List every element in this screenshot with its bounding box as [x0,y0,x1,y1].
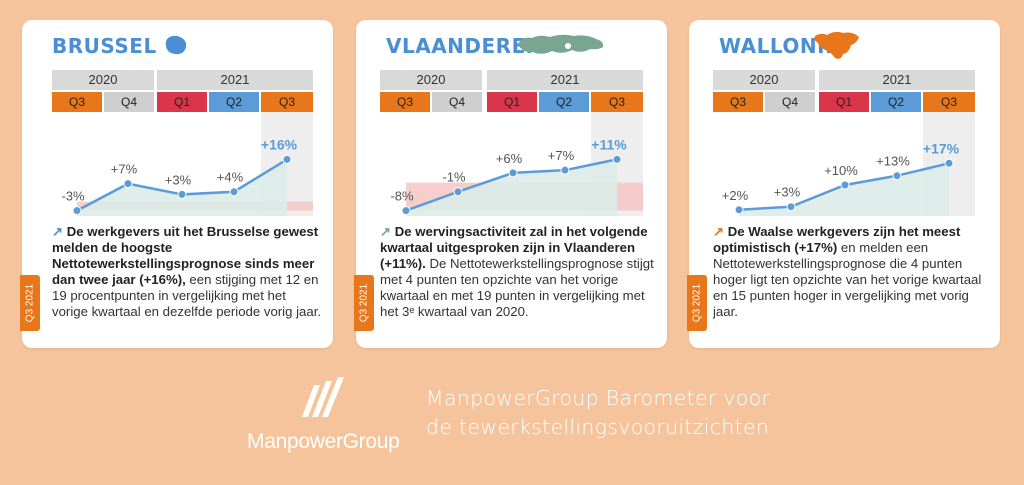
data-label: -8% [390,189,414,204]
data-point [282,154,292,164]
data-point [840,180,850,190]
data-label: +2% [722,188,749,203]
data-point [944,158,954,168]
data-label: +4% [217,170,244,185]
quarter-q1-2021: Q1 [487,92,537,112]
period-tag-label: Q3 2021 [358,283,370,323]
trend-up-icon: ↗ [713,224,725,239]
card-brussel: BRUSSEL 2020 2021 Q3 Q4 Q1 Q2 Q3 -3% +7% +… [20,20,333,348]
period-tag-label: Q3 2021 [24,283,36,323]
line-chart: +2% +3% +10% +13% +17% [722,112,975,216]
quarter-q4-2020: Q4 [765,92,815,112]
year-2021: 2021 [487,70,643,90]
year-2021: 2021 [819,70,975,90]
wallonia-map-icon [814,31,859,59]
quarter-q2-2021: Q2 [539,92,589,112]
description-bold: De Waalse werkgevers zijn het meest opti… [713,224,961,255]
trend-up-icon: ↗ [380,224,392,239]
description-bold: De wervingsactiviteit zal in het volgend… [380,224,648,271]
quarter-q2-2021: Q2 [871,92,921,112]
flanders-map-icon [518,34,604,54]
year-2020: 2020 [713,70,815,90]
data-point [123,179,133,189]
quarter-q4-2020: Q4 [432,92,482,112]
card-vlaanderen: VLAANDEREN 2020 2021 Q3 Q4 Q1 Q2 Q3 -8% -… [354,20,667,348]
quarter-q3-2020: Q3 [52,92,102,112]
year-2021: 2021 [157,70,313,90]
data-label: -3% [61,189,85,204]
tagline-line2: de tewerkstellingsvooruitzichten [426,415,770,439]
data-label: -1% [442,170,466,185]
description: ↗ De wervingsactiviteit zal in het volge… [380,224,655,320]
data-label: +11% [591,136,627,152]
data-label: +17% [923,140,960,156]
period-tag: Q3 2021 [354,275,374,331]
brand-tagline: ManpowerGroup Barometer voor de tewerkst… [426,384,770,442]
year-2020: 2020 [380,70,482,90]
region-title: BRUSSEL [52,34,157,58]
quarter-q3-2021: Q3 [591,92,643,112]
data-point [734,205,744,215]
data-point [72,206,82,216]
quarter-q3-2020: Q3 [713,92,763,112]
data-label: +6% [496,151,523,166]
brand-name: ManpowerGroup [247,430,400,453]
quarter-q3-2021: Q3 [261,92,313,112]
data-point [612,154,622,164]
card-wallonie: WALLONIË 2020 2021 Q3 Q4 Q1 Q2 Q3 +2% +3%… [687,20,1000,348]
description: ↗ De Waalse werkgevers zijn het meest op… [713,224,985,320]
data-point [229,187,239,197]
data-label: +7% [111,162,138,177]
line-chart: -3% +7% +3% +4% +16% [61,112,313,216]
quarter-q2-2021: Q2 [209,92,259,112]
quarter-q4-2020: Q4 [104,92,154,112]
data-point [892,171,902,181]
year-2020: 2020 [52,70,154,90]
tagline-line1: ManpowerGroup Barometer voor [426,386,771,410]
data-point [508,168,518,178]
data-label: +7% [548,148,575,163]
data-label: +10% [824,163,858,178]
data-point [453,187,463,197]
data-point [401,206,411,216]
trend-up-icon: ↗ [52,224,64,239]
manpowergroup-logo-icon [302,377,344,417]
quarter-q3-2021: Q3 [923,92,975,112]
quarter-q1-2021: Q1 [819,92,869,112]
description-text: en melden een Nettotewerkstellingsprogno… [713,240,982,319]
data-point [177,189,187,199]
region-title: VLAANDEREN [386,34,543,58]
period-tag: Q3 2021 [20,275,40,331]
description-text: een stijging met 12 en 19 procentpunten … [52,272,322,319]
brussels-map-icon [165,35,187,55]
data-label: +3% [774,185,801,200]
quarter-q1-2021: Q1 [157,92,207,112]
area-fill [77,159,287,216]
data-point [560,165,570,175]
data-label: +3% [165,172,192,187]
description-text: De Nettotewerk­stellingsprognose stijgt … [380,256,654,319]
period-tag-label: Q3 2021 [691,283,703,323]
period-tag: Q3 2021 [687,275,707,331]
data-point [786,202,796,212]
data-label: +16% [261,136,298,152]
description-bold: De werkgevers uit het Brusselse gewest m… [52,224,319,287]
description: ↗ De werkgevers uit het Brusselse gewest… [52,224,324,320]
data-label: +13% [876,154,910,169]
line-chart: -8% -1% +6% +7% +11% [390,112,643,216]
quarter-q3-2020: Q3 [380,92,430,112]
